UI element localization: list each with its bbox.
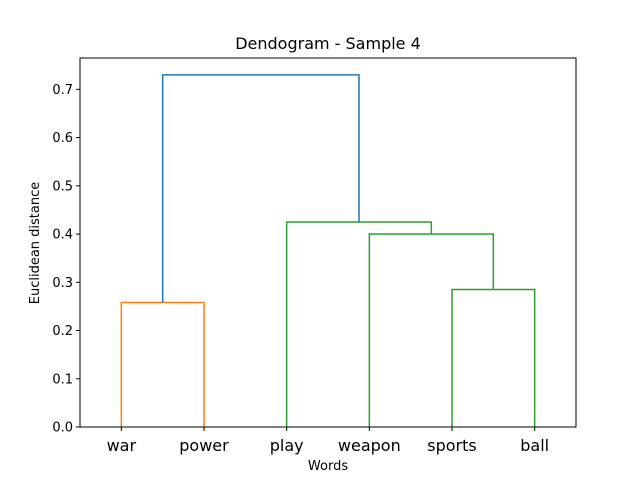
y-axis-ticks: 0.0 0.1 0.2 0.3 0.4 0.5 0.6 0.7 <box>52 83 80 436</box>
leaf-label-ball: ball <box>520 436 549 455</box>
y-axis-label: Euclidean distance <box>28 182 43 305</box>
leaf-label-play: play <box>270 436 304 455</box>
y-tick-label-6: 0.6 <box>52 131 73 146</box>
axes-frame <box>79 57 577 428</box>
y-tick-label-4: 0.4 <box>52 228 73 243</box>
plot-background <box>80 58 576 427</box>
y-tick-label-0: 0.0 <box>52 421 73 436</box>
dendrogram-link-5 <box>161 74 360 303</box>
leaf-label-war: war <box>107 436 137 455</box>
dendrogram-link-3 <box>368 233 495 427</box>
dendrogram-links <box>120 74 536 427</box>
leaf-label-power: power <box>179 436 229 455</box>
x-axis-leaf-labels: war power play weapon sports ball <box>107 427 549 455</box>
y-tick-label-3: 0.3 <box>52 276 73 291</box>
plot-area <box>80 58 576 427</box>
leaf-label-sports: sports <box>427 436 476 455</box>
chart-title: Dendogram - Sample 4 <box>235 34 421 53</box>
y-tick-label-2: 0.2 <box>52 324 73 339</box>
axes <box>79 57 577 428</box>
y-tick-label-1: 0.1 <box>52 372 73 387</box>
y-tick-label-5: 0.5 <box>52 179 73 194</box>
dendrogram-link-1 <box>120 301 205 427</box>
leaf-label-weapon: weapon <box>338 436 401 455</box>
y-tick-label-7: 0.7 <box>52 83 73 98</box>
x-axis-label: Words <box>308 459 348 474</box>
